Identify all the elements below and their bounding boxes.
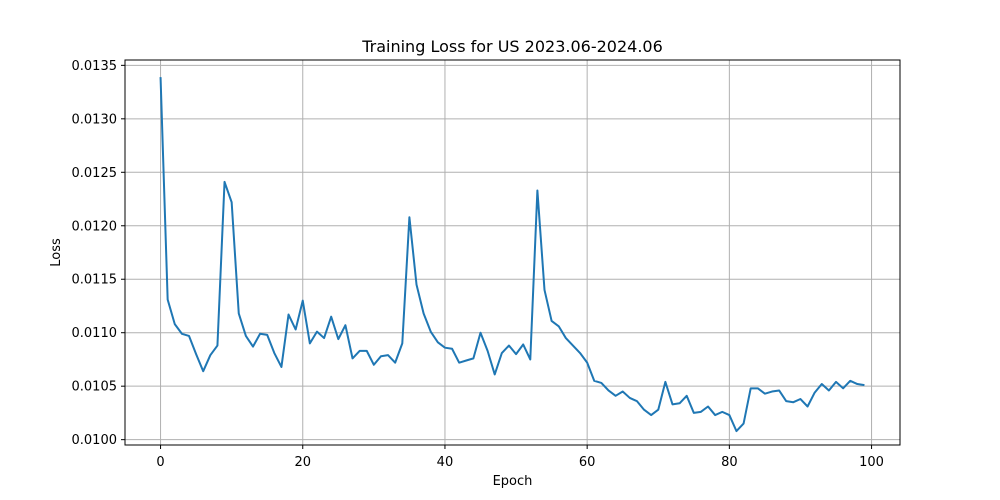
x-tick-label: 100 (859, 455, 884, 470)
series-lines (159, 77, 865, 433)
x-tick-label: 60 (579, 455, 596, 470)
x-axis-label: Epoch (493, 474, 533, 489)
x-tick-label: 40 (437, 455, 454, 470)
x-tick-label: 80 (721, 455, 738, 470)
grid-lines (125, 60, 900, 445)
y-axis: 0.0100 0.0105 0.0110 0.0115 0.0120 0.0125 0.01… (72, 59, 125, 448)
y-tick-label: 0.0135 (72, 59, 118, 74)
x-tick-label: 0 (156, 455, 164, 470)
chart-title: Training Loss for US 2023.06-2024.06 (361, 37, 663, 56)
y-tick-label: 0.0110 (72, 326, 118, 341)
y-tick-label: 0.0130 (72, 112, 118, 127)
x-tick-label: 20 (294, 455, 311, 470)
plot-area (124, 59, 901, 446)
y-tick-label: 0.0105 (72, 380, 118, 395)
y-tick-label: 0.0125 (72, 166, 118, 181)
y-tick-label: 0.0115 (72, 273, 118, 288)
y-tick-label: 0.0100 (72, 433, 118, 448)
y-tick-label: 0.0120 (72, 219, 118, 234)
y-axis-label: Loss (49, 238, 64, 267)
loss-series-line (159, 77, 865, 433)
x-axis: 0 20 40 60 80 100 (156, 445, 884, 470)
